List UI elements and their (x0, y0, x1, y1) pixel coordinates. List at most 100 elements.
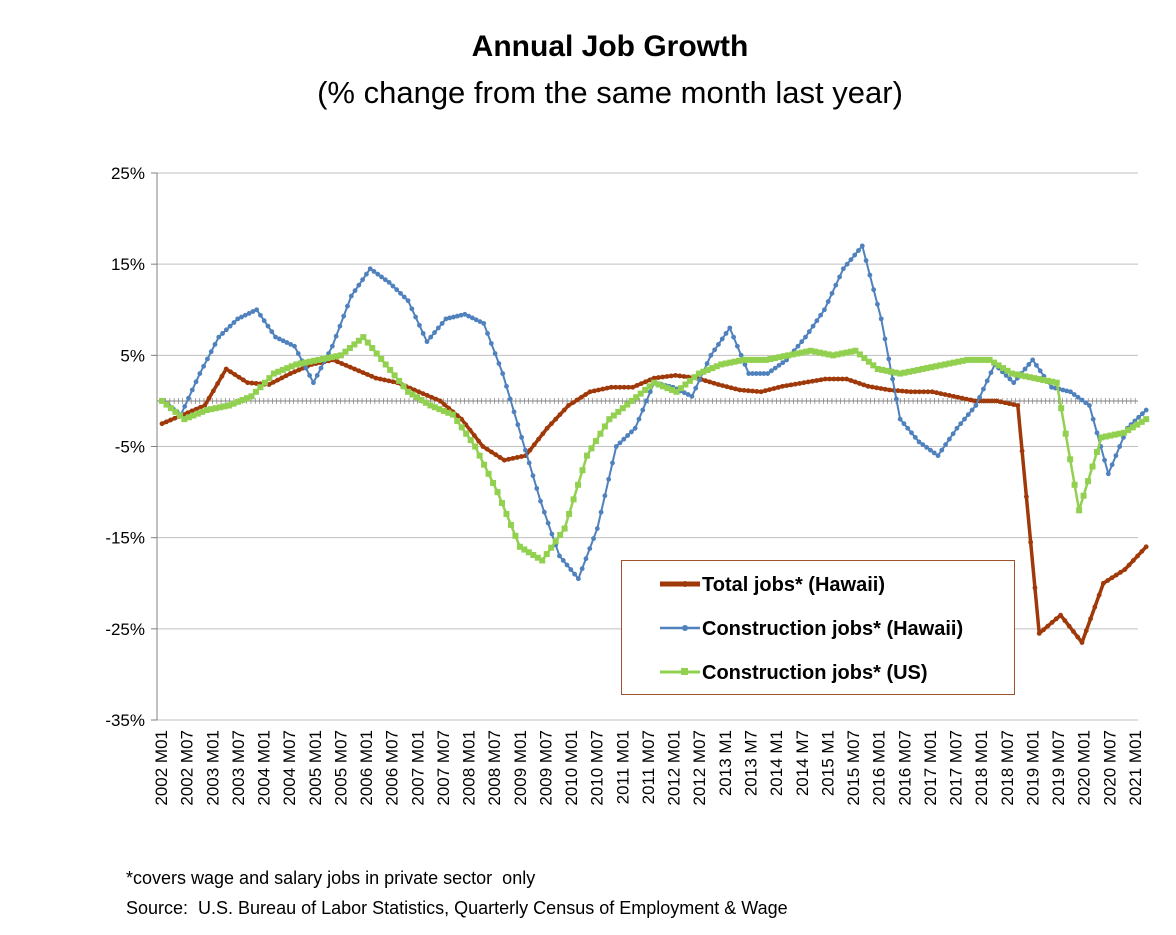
data-point (360, 277, 366, 283)
data-point (772, 365, 778, 371)
data-point (1032, 585, 1038, 591)
data-point (750, 388, 755, 394)
data-point (409, 391, 416, 398)
data-point (454, 413, 460, 418)
data-point (561, 407, 567, 413)
data-point (1040, 376, 1047, 383)
data-point (727, 325, 733, 331)
data-point (950, 359, 957, 366)
data-point (950, 431, 956, 437)
data-point (194, 410, 201, 417)
data-point (493, 452, 499, 458)
data-point (261, 318, 267, 324)
data-point (955, 358, 962, 365)
data-point (163, 419, 169, 425)
data-point (798, 349, 805, 356)
data-point (597, 430, 604, 437)
data-point (481, 321, 487, 326)
data-point (1143, 416, 1150, 423)
data-point (266, 375, 273, 382)
data-point (731, 334, 736, 340)
data-point (762, 356, 769, 363)
data-point (1049, 378, 1056, 385)
data-point (874, 385, 880, 391)
data-point (651, 375, 657, 381)
data-point (279, 375, 285, 381)
data-point (740, 356, 747, 363)
data-point (825, 299, 831, 304)
data-point (433, 396, 439, 402)
data-point (981, 398, 986, 404)
data-point (311, 380, 316, 386)
data-point (579, 566, 585, 572)
data-point (646, 383, 653, 390)
data-point (655, 375, 661, 380)
data-point (711, 380, 717, 386)
data-point (962, 416, 967, 422)
data-point (716, 341, 721, 347)
data-point (239, 397, 246, 404)
data-point (538, 498, 543, 504)
data-point (677, 385, 684, 392)
x-tick-label: 2018 M01 (972, 730, 991, 806)
data-point (1094, 430, 1100, 436)
data-point (920, 442, 926, 448)
data-point (848, 378, 854, 383)
data-point (695, 370, 702, 377)
data-point (575, 576, 581, 582)
x-tick-label: 2003 M01 (203, 730, 222, 806)
data-point (606, 476, 612, 482)
data-point (610, 412, 617, 419)
data-point (741, 387, 747, 393)
data-point (369, 373, 375, 379)
data-point (424, 393, 430, 398)
data-point (507, 396, 513, 402)
data-point (341, 313, 347, 319)
data-point (893, 396, 899, 402)
data-point (557, 531, 564, 538)
data-point (257, 384, 264, 391)
data-point (570, 400, 576, 406)
data-point (1030, 357, 1036, 363)
data-point (480, 444, 486, 449)
data-point (172, 415, 178, 421)
data-point (643, 379, 648, 385)
x-tick-label: 2020 M07 (1100, 730, 1119, 806)
data-point (530, 473, 536, 479)
data-point (977, 356, 984, 363)
data-point (912, 389, 918, 395)
data-point (320, 355, 327, 362)
data-point (814, 318, 820, 324)
x-tick-label: 2014 M1 (767, 730, 786, 796)
data-point (901, 369, 908, 376)
data-point (610, 460, 615, 466)
data-point (337, 323, 343, 329)
data-point (638, 381, 644, 386)
x-tick-label: 2010 M07 (588, 730, 607, 806)
data-point (1122, 567, 1128, 572)
data-point (420, 331, 426, 336)
legend-item-total-hawaii: Total jobs* (Hawaii) (622, 569, 1012, 599)
data-point (592, 438, 599, 445)
data-point (897, 416, 903, 422)
data-point (217, 404, 224, 411)
data-point (821, 350, 828, 357)
data-point (314, 372, 320, 378)
y-tick-label: -5% (115, 438, 145, 457)
data-point (245, 380, 250, 386)
data-point (379, 274, 384, 280)
data-point (613, 384, 618, 390)
data-point (201, 363, 207, 369)
data-point (394, 287, 400, 293)
data-point (522, 447, 528, 453)
data-point (428, 334, 434, 340)
data-point (413, 314, 419, 320)
data-point (628, 429, 634, 435)
y-tick-labels: 25% 15% 5% -5% -15% -25% -35% (105, 164, 145, 730)
data-point (409, 306, 415, 312)
data-point (784, 383, 790, 389)
data-point (172, 408, 179, 415)
data-point (1102, 457, 1107, 463)
data-point (715, 382, 721, 387)
data-point (276, 336, 282, 342)
